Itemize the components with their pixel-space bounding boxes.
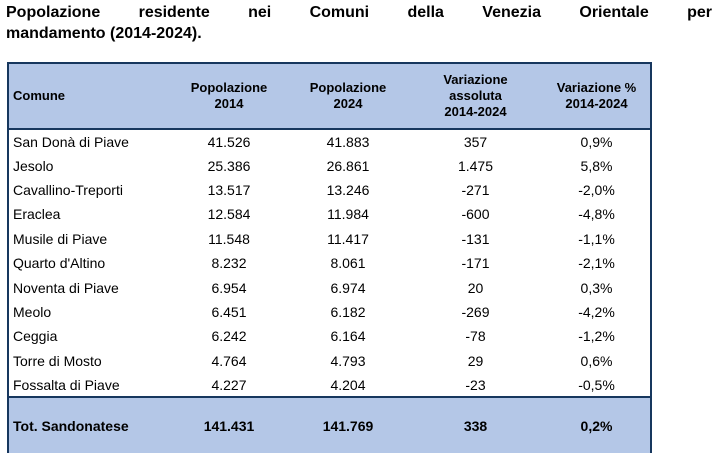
comune-cell: Eraclea <box>8 202 170 227</box>
comune-cell: Cavallino-Treporti <box>8 177 170 203</box>
comune-cell: Torre di Mosto <box>8 348 170 373</box>
var-assoluta-cell: 29 <box>408 348 543 373</box>
table-row: Cavallino-Treporti 13.517 13.246 -271 -2,0% <box>8 177 651 203</box>
total-pop-2014-cell: 141.431 <box>170 396 288 454</box>
var-percent-cell: -4,8% <box>543 202 651 227</box>
column-header-variazione-assoluta: Variazione assoluta 2014-2024 <box>408 63 543 130</box>
comune-cell: Ceggia <box>8 324 170 349</box>
var-percent-cell: -1,1% <box>543 226 651 251</box>
total-comune-cell: Tot. Sandonatese <box>8 396 170 454</box>
pop-2024-cell: 6.182 <box>288 299 408 325</box>
table-row: Jesolo 25.386 26.861 1.475 5,8% <box>8 153 651 178</box>
var-assoluta-cell: -171 <box>408 250 543 276</box>
var-percent-cell: 0,3% <box>543 275 651 300</box>
pop-2014-cell: 25.386 <box>170 153 288 178</box>
pop-2014-cell: 11.548 <box>170 226 288 251</box>
var-assoluta-cell: -271 <box>408 177 543 203</box>
pop-2024-cell: 11.984 <box>288 202 408 227</box>
pop-2024-cell: 8.061 <box>288 250 408 276</box>
comune-cell: Musile di Piave <box>8 226 170 251</box>
pop-2014-cell: 12.584 <box>170 202 288 227</box>
total-var-percent-cell: 0,2% <box>543 396 651 454</box>
pop-2024-cell: 4.793 <box>288 348 408 373</box>
table-row: Eraclea 12.584 11.984 -600 -4,8% <box>8 202 651 227</box>
var-assoluta-cell: -23 <box>408 372 543 398</box>
var-percent-cell: 0,9% <box>543 129 651 154</box>
var-assoluta-cell: 1.475 <box>408 153 543 178</box>
table-row: Noventa di Piave 6.954 6.974 20 0,3% <box>8 275 651 300</box>
table-row: Torre di Mosto 4.764 4.793 29 0,6% <box>8 348 651 373</box>
column-header-comune: Comune <box>8 63 170 130</box>
table-header-row: Comune Popolazione 2014 Popolazione 2024… <box>8 63 651 130</box>
table-row: Meolo 6.451 6.182 -269 -4,2% <box>8 299 651 325</box>
page-title-line1: Popolazione residente nei Comuni della V… <box>6 4 712 21</box>
table-row: San Donà di Piave 41.526 41.883 357 0,9% <box>8 129 651 154</box>
table-row: Quarto d'Altino 8.232 8.061 -171 -2,1% <box>8 250 651 276</box>
column-header-popolazione-2014: Popolazione 2014 <box>170 63 288 130</box>
pop-2014-cell: 4.764 <box>170 348 288 373</box>
pop-2024-cell: 11.417 <box>288 226 408 251</box>
comune-cell: Meolo <box>8 299 170 325</box>
table-row: Ceggia 6.242 6.164 -78 -1,2% <box>8 324 651 349</box>
total-var-assoluta-cell: 338 <box>408 396 543 454</box>
var-assoluta-cell: 20 <box>408 275 543 300</box>
pop-2024-cell: 13.246 <box>288 177 408 203</box>
pop-2014-cell: 4.227 <box>170 372 288 398</box>
pop-2014-cell: 6.242 <box>170 324 288 349</box>
column-header-variazione-percentuale: Variazione % 2014-2024 <box>543 63 651 130</box>
column-header-popolazione-2024: Popolazione 2024 <box>288 63 408 130</box>
pop-2024-cell: 26.861 <box>288 153 408 178</box>
comune-cell: Fossalta di Piave <box>8 372 170 398</box>
population-table: Comune Popolazione 2014 Popolazione 2024… <box>7 62 652 454</box>
table-row: Fossalta di Piave 4.227 4.204 -23 -0,5% <box>8 372 651 398</box>
pop-2014-cell: 6.451 <box>170 299 288 325</box>
comune-cell: Noventa di Piave <box>8 275 170 300</box>
total-pop-2024-cell: 141.769 <box>288 396 408 454</box>
pop-2024-cell: 6.164 <box>288 324 408 349</box>
var-assoluta-cell: -131 <box>408 226 543 251</box>
var-assoluta-cell: -600 <box>408 202 543 227</box>
var-percent-cell: -2,0% <box>543 177 651 203</box>
table-row: Musile di Piave 11.548 11.417 -131 -1,1% <box>8 226 651 251</box>
page-title-line2: mandamento (2014-2024). <box>6 25 202 42</box>
pop-2014-cell: 8.232 <box>170 250 288 276</box>
comune-cell: Jesolo <box>8 153 170 178</box>
var-percent-cell: -1,2% <box>543 324 651 349</box>
pop-2024-cell: 4.204 <box>288 372 408 398</box>
var-percent-cell: -2,1% <box>543 250 651 276</box>
var-percent-cell: 0,6% <box>543 348 651 373</box>
var-percent-cell: -0,5% <box>543 372 651 398</box>
comune-cell: Quarto d'Altino <box>8 250 170 276</box>
table-body: San Donà di Piave 41.526 41.883 357 0,9% Jeso… <box>8 129 651 398</box>
var-assoluta-cell: 357 <box>408 129 543 154</box>
var-assoluta-cell: -269 <box>408 299 543 325</box>
pop-2024-cell: 41.883 <box>288 129 408 154</box>
comune-cell: San Donà di Piave <box>8 129 170 154</box>
pop-2014-cell: 13.517 <box>170 177 288 203</box>
pop-2014-cell: 6.954 <box>170 275 288 300</box>
total-row: Tot. Sandonatese 141.431 141.769 338 0,2… <box>8 396 651 454</box>
pop-2014-cell: 41.526 <box>170 129 288 154</box>
var-percent-cell: 5,8% <box>543 153 651 178</box>
var-percent-cell: -4,2% <box>543 299 651 325</box>
page-title: Popolazione residente nei Comuni della V… <box>6 2 712 44</box>
pop-2024-cell: 6.974 <box>288 275 408 300</box>
var-assoluta-cell: -78 <box>408 324 543 349</box>
